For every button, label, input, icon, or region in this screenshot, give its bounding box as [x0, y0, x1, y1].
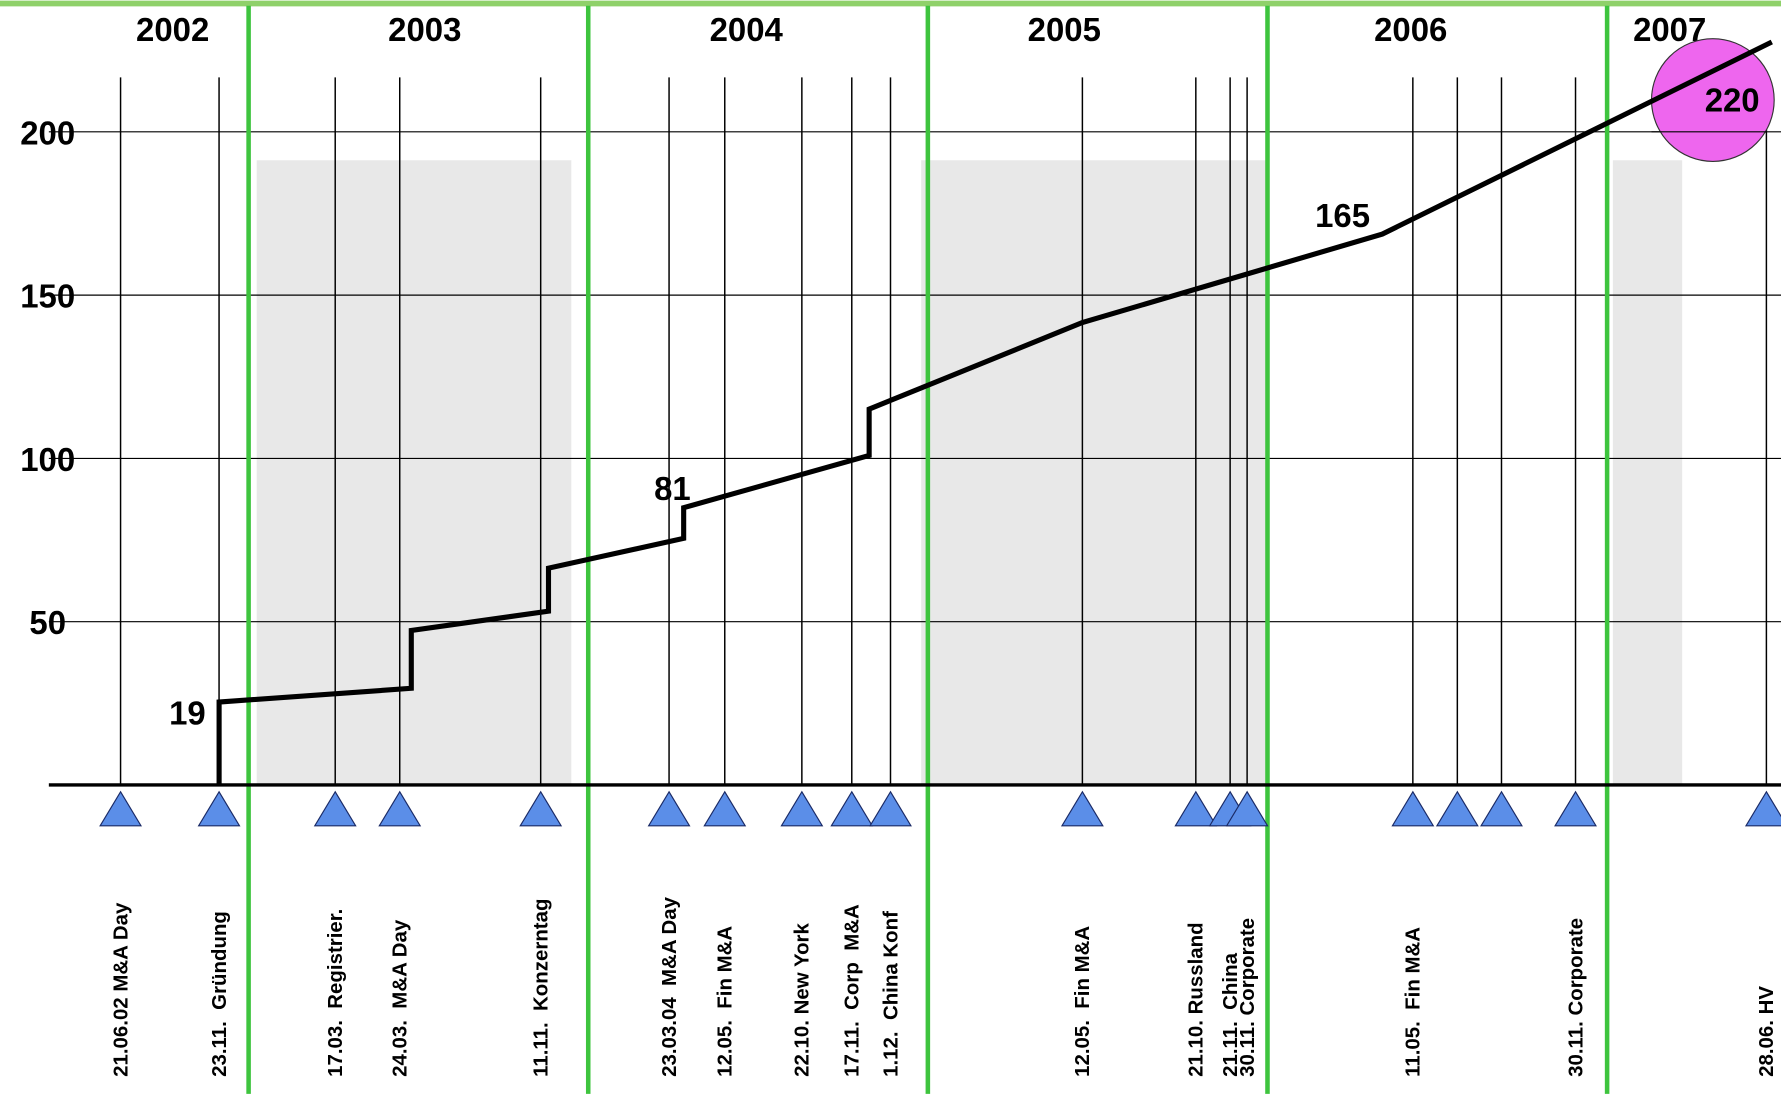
event-marker [1225, 790, 1269, 827]
event-marker [197, 790, 241, 827]
event-marker [1480, 790, 1523, 827]
event-label: 1.12. China Konf [879, 911, 902, 1077]
event-label: 17.03. Registrier. [324, 909, 347, 1077]
event-label: 12.05. Fin M&A [1071, 926, 1094, 1077]
event-marker [780, 790, 824, 827]
event-marker [830, 790, 874, 827]
event-label: 24.03. M&A Day [389, 919, 412, 1077]
y-tick-label: 50 [29, 604, 66, 641]
year-label: 2006 [1374, 11, 1447, 48]
annotation: 81 [654, 470, 691, 507]
data-line [216, 39, 1773, 785]
year-label: 2002 [136, 11, 209, 48]
annotation: 165 [1315, 197, 1370, 234]
event-label: 23.11. Gründung [208, 911, 231, 1077]
event-marker [1554, 790, 1597, 827]
event-marker [647, 790, 691, 827]
event-label: 11.05. Fin M&A [1402, 927, 1425, 1077]
y-tick-label: 200 [20, 114, 75, 151]
year-band [921, 160, 1267, 785]
event-marker [313, 790, 357, 827]
annotation: 19 [169, 695, 206, 732]
y-tick-label: 150 [20, 278, 75, 315]
event-label: 23.03.04 M&A Day [658, 896, 681, 1076]
event-marker [1435, 790, 1479, 827]
event-label: 21.10. Russland [1185, 922, 1208, 1077]
event-label: 21.06.02 M&A Day [109, 902, 132, 1077]
event-marker [703, 790, 747, 827]
event-label: 21.11. China [1219, 952, 1242, 1076]
event-marker [869, 790, 912, 827]
event-label: 11.11. Konzerntag [530, 899, 553, 1077]
annotation: 220 [1705, 81, 1760, 118]
event-label: 30.11. Corporate [1236, 918, 1259, 1077]
event-marker [1174, 790, 1218, 827]
event-label: 17.11. Corp M&A [841, 904, 864, 1077]
year-label: 2005 [1028, 11, 1101, 48]
event-marker [1060, 790, 1104, 827]
year-band [1612, 160, 1683, 785]
event-marker [1391, 790, 1435, 827]
event-marker [1744, 790, 1781, 827]
event-label: 22.10. New York [791, 922, 814, 1076]
event-marker [519, 790, 563, 827]
year-band [256, 160, 572, 785]
event-label: 28.06. HV [1755, 986, 1778, 1077]
event-label: 30.11. Corporate [1564, 918, 1587, 1077]
y-tick-label: 100 [20, 441, 75, 478]
event-label: 12.05. Fin M&A [714, 926, 737, 1077]
year-label: 2004 [710, 11, 784, 48]
year-label: 2003 [388, 11, 461, 48]
event-marker [378, 790, 422, 827]
event-marker [99, 790, 143, 827]
